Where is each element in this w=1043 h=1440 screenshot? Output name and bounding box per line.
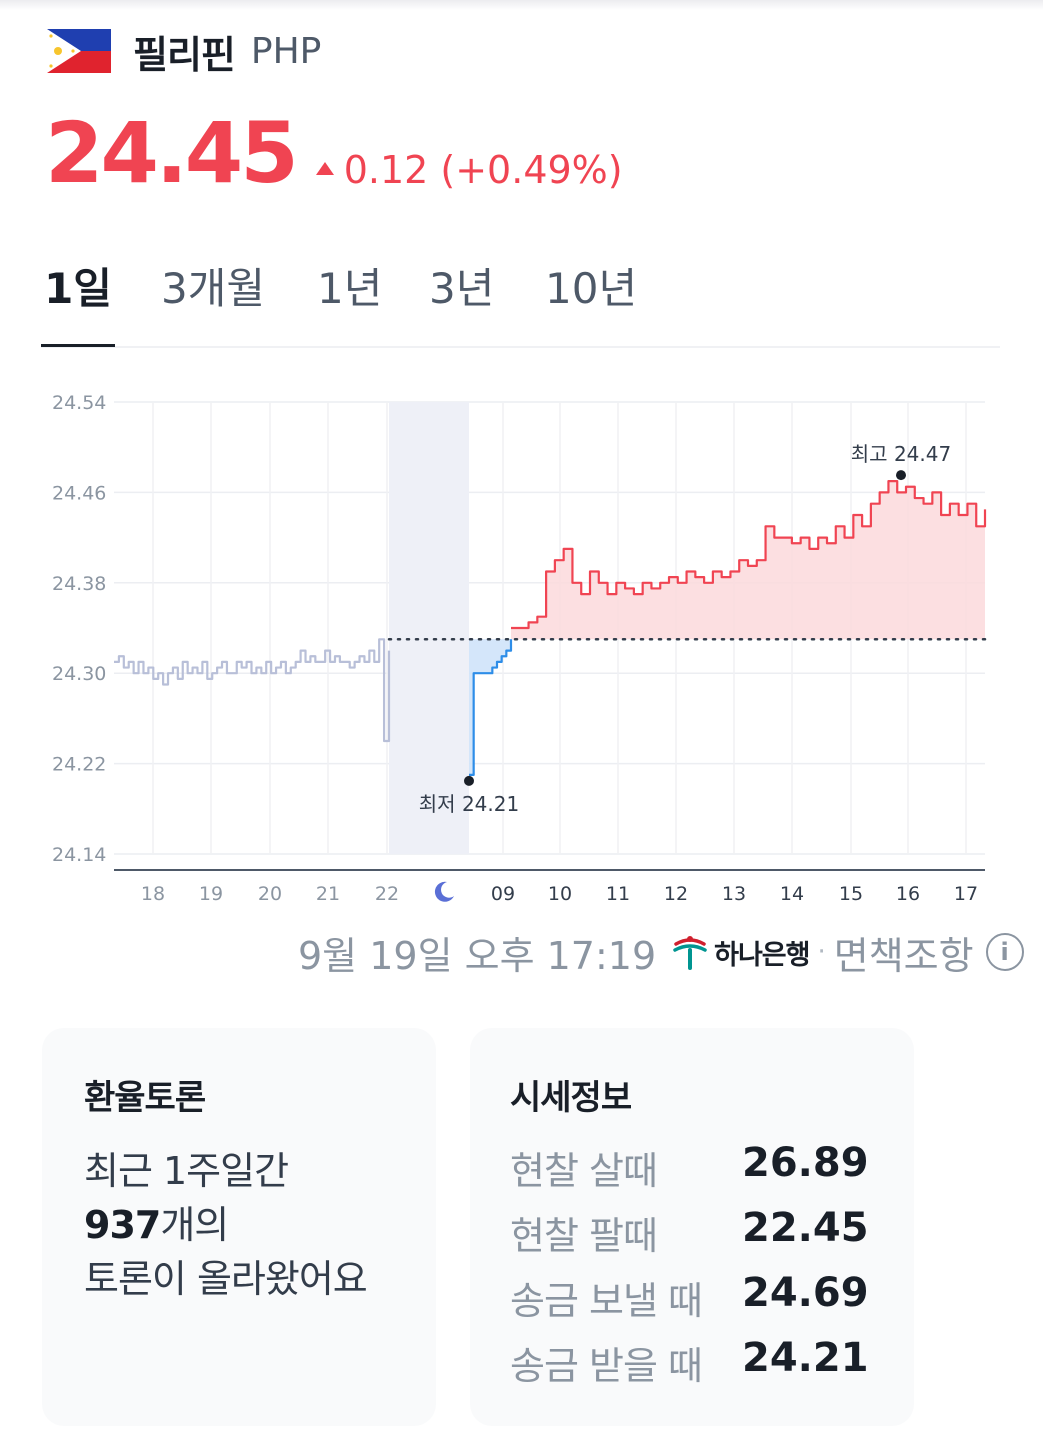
x-tick-label: 13 [722, 883, 746, 905]
moon-icon [434, 881, 454, 902]
low-marker [464, 775, 474, 786]
moon-shape [434, 881, 454, 902]
x-tick-label: 19 [199, 883, 223, 905]
forum-title: 환율토론 [84, 1078, 206, 1118]
x-tick-label: 18 [141, 883, 165, 905]
x-tick-label: 10 [548, 883, 572, 905]
cash-sell-label: 현찰 팔때 [510, 1214, 658, 1258]
y-tick-label: 24.46 [52, 482, 106, 504]
night-band [389, 402, 469, 854]
chart-lines [114, 480, 987, 776]
top-shadow [0, 0, 1043, 10]
x-tick-label: 22 [375, 883, 399, 905]
remit-send-label: 송금 보낼 때 [510, 1279, 703, 1323]
x-tick-label: 14 [780, 883, 804, 905]
price-change: 0.12 (+0.49%) [315, 148, 623, 192]
forum-count-suffix: 개의 [160, 1203, 229, 1247]
rate-info-title: 시세정보 [510, 1078, 632, 1118]
currency-code: PHP [250, 30, 322, 72]
cash-buy-label: 현찰 살때 [510, 1149, 658, 1193]
rate-info-card[interactable]: 시세정보 현찰 살때 26.89 현찰 팔때 22.45 송금 보낼 때 24.… [470, 1028, 914, 1426]
tab-1-year[interactable]: 1년 [317, 264, 383, 313]
price-row: 24.45 0.12 (+0.49%) [45, 108, 623, 198]
cash-buy-value: 26.89 [742, 1140, 869, 1186]
night-shade [389, 402, 469, 854]
y-tick-label: 24.54 [52, 392, 106, 414]
forum-count: 937 [84, 1203, 161, 1247]
tab-10-years[interactable]: 10년 [545, 264, 638, 313]
y-tick-label: 24.30 [52, 663, 106, 685]
currency-header: 필리핀 PHP [47, 28, 322, 77]
price-change-value: 0.12 (+0.49%) [343, 148, 623, 192]
y-tick-label: 24.22 [52, 754, 106, 776]
x-tick-label: 09 [491, 883, 515, 905]
previous_day-line [114, 638, 391, 743]
today-line [511, 480, 987, 630]
price-chart[interactable]: 24.54 24.46 24.38 24.30 24.22 24.14 18 19 20 21 2… [0, 380, 1043, 920]
overnight-area-fill [469, 639, 511, 775]
separator-dot: · [817, 937, 826, 967]
chart-markers: 최고 24.47 최저 24.21 [419, 442, 951, 816]
y-tick-label: 24.38 [52, 573, 106, 595]
x-tick-label: 21 [316, 883, 340, 905]
x-axis-labels: 18 19 20 21 22 09 10 11 12 13 14 15 16 17 [141, 881, 978, 905]
low-label: 최저 24.21 [419, 792, 519, 816]
period-tabs: 1일 3개월 1년 3년 10년 [41, 258, 1000, 348]
tab-3-months[interactable]: 3개월 [161, 264, 266, 313]
x-tick-label: 16 [896, 883, 920, 905]
timestamp-row: 9월 19일 오후 17:19 하나은행 · 면책조항 i [298, 924, 1024, 980]
forum-line-1: 최근 1주일간 [84, 1149, 289, 1193]
x-tick-label: 12 [664, 883, 688, 905]
philippines-flag-icon [47, 29, 111, 73]
x-tick-label: 15 [839, 883, 863, 905]
forum-card[interactable]: 환율토론 최근 1주일간 937개의 토론이 올라왔어요 [42, 1028, 436, 1426]
x-tick-label: 11 [606, 883, 630, 905]
remit-receive-label: 송금 받을 때 [510, 1344, 703, 1388]
timestamp-text: 9월 19일 오후 17:19 [298, 933, 657, 978]
high-marker [896, 470, 906, 481]
remit-send-value: 24.69 [742, 1270, 869, 1316]
bank-name: 하나은행 [714, 939, 810, 971]
up-arrow-icon [315, 161, 334, 175]
info-icon[interactable]: i [985, 933, 1024, 971]
y-tick-label: 24.14 [52, 844, 106, 866]
country-name: 필리핀 [133, 32, 236, 77]
cash-sell-value: 22.45 [742, 1205, 869, 1251]
forum-line-3: 토론이 올라왔어요 [84, 1257, 368, 1301]
forum-line-2: 937개의 [84, 1194, 229, 1249]
hana-bank-logo-icon [673, 936, 707, 970]
x-tick-label: 17 [954, 883, 978, 905]
overnight-line [469, 639, 513, 776]
high-label: 최고 24.47 [851, 442, 951, 466]
tab-1-day[interactable]: 1일 [41, 258, 115, 347]
bank-source: 하나은행 [672, 933, 811, 972]
x-tick-label: 20 [258, 883, 282, 905]
tab-3-years[interactable]: 3년 [429, 264, 495, 313]
y-axis-labels: 24.54 24.46 24.38 24.30 24.22 24.14 [52, 392, 106, 866]
remit-receive-value: 24.21 [742, 1335, 869, 1381]
current-price: 24.45 [45, 104, 299, 202]
disclaimer-link[interactable]: 면책조항 [833, 933, 974, 978]
